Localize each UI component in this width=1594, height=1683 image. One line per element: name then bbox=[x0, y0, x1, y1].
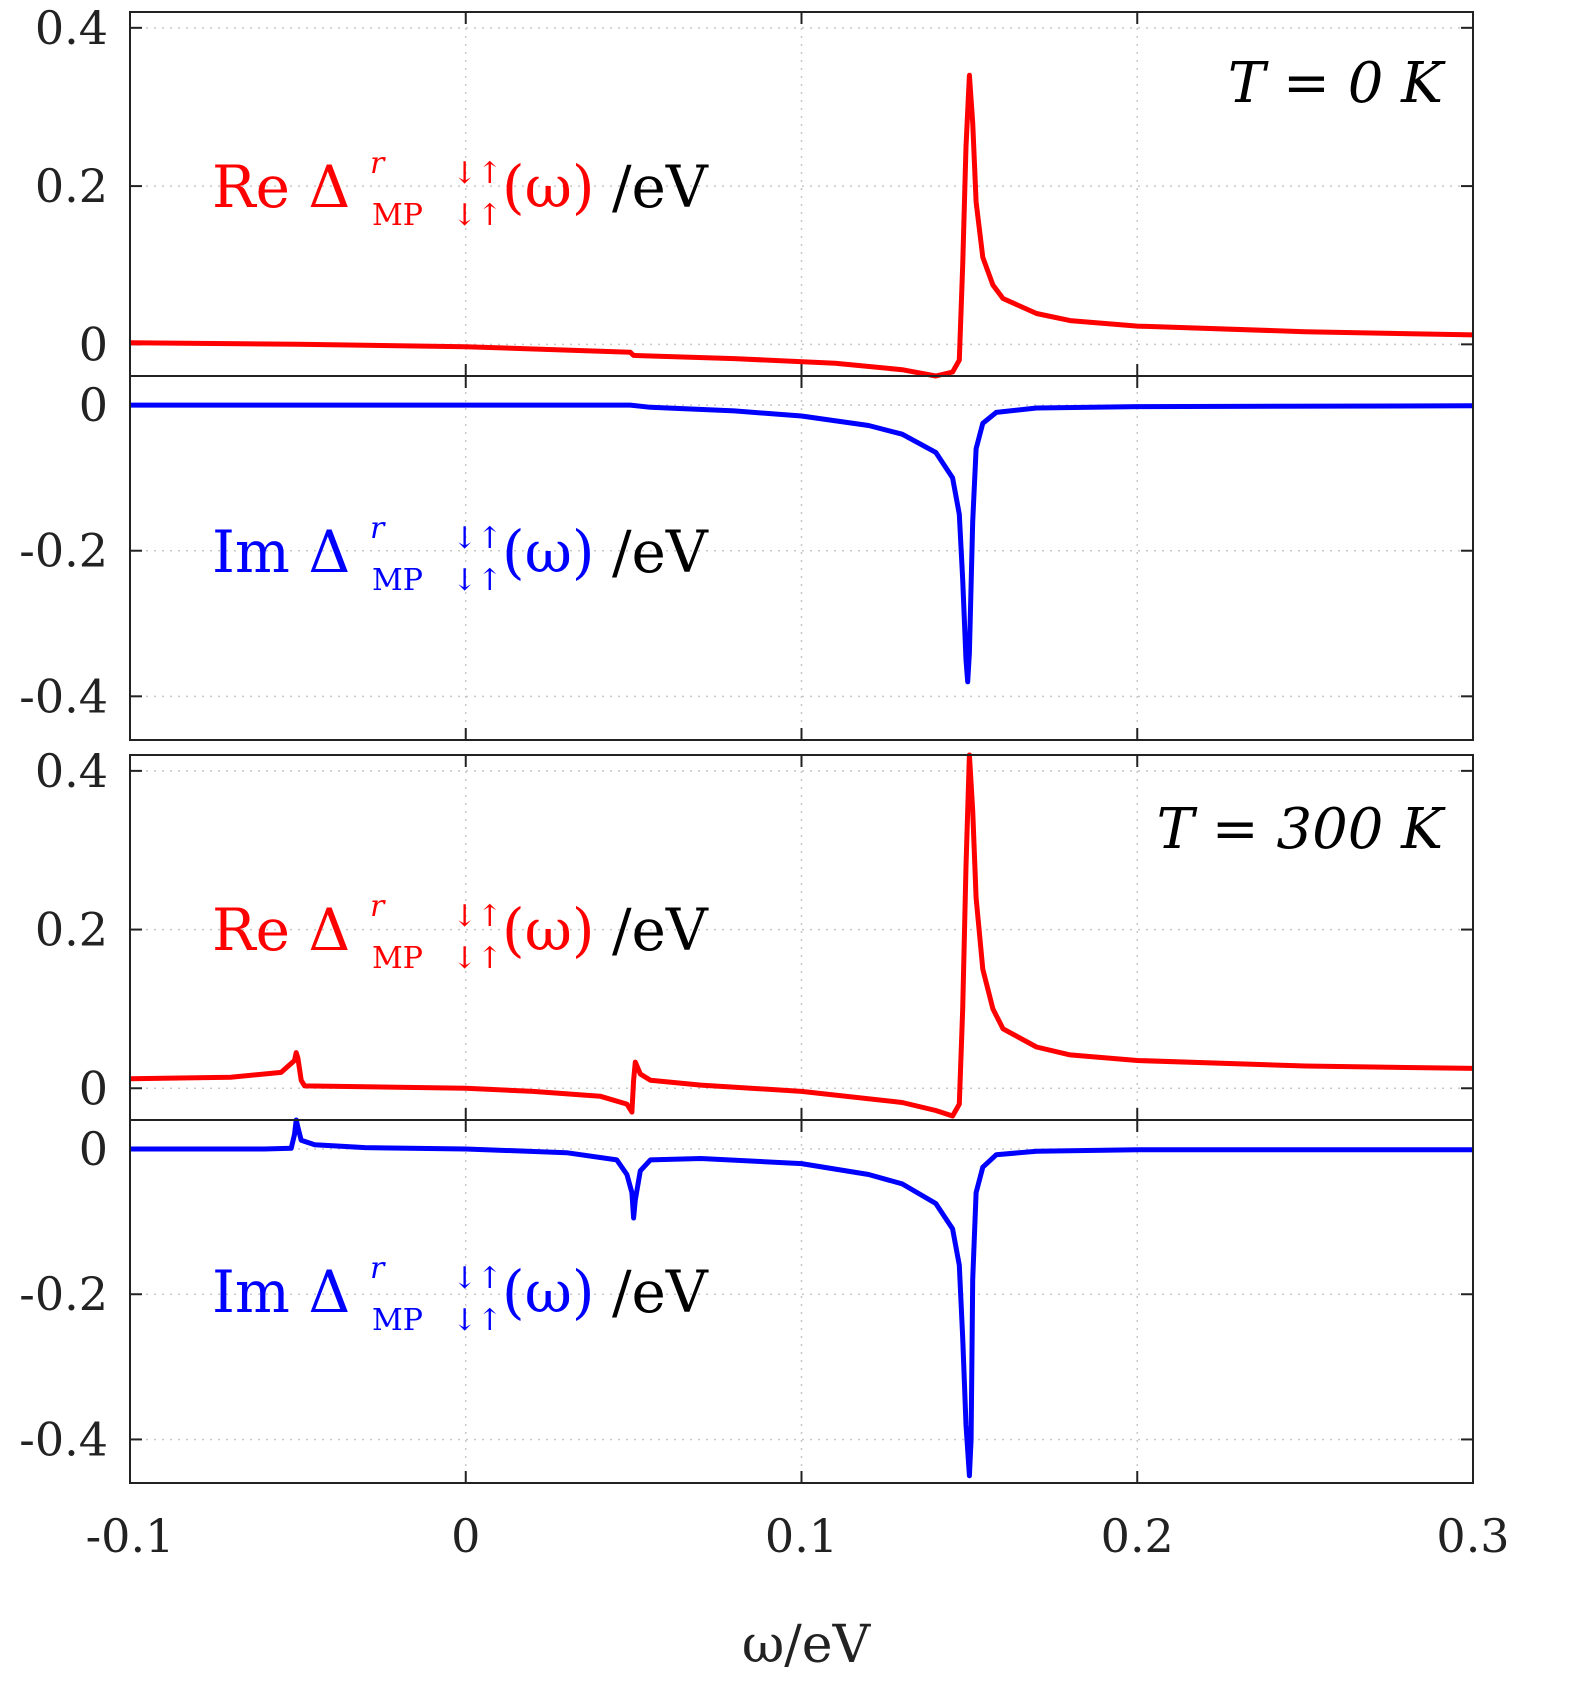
x-tick-label: 0.3 bbox=[1436, 1509, 1509, 1563]
legend-label: Im Δ r MP ↓↑ ↓↑ (ω)/eV bbox=[212, 511, 709, 598]
series-line-T0-im bbox=[130, 402, 1474, 685]
plot-frame bbox=[129, 1119, 1474, 1484]
legend-arg: (ω) bbox=[502, 896, 595, 964]
legend-label: Re Δ r MP ↓↑ ↓↑ (ω)/eV bbox=[212, 146, 709, 233]
legend-unit: /eV bbox=[612, 518, 709, 586]
y-tick-label: -0.4 bbox=[19, 669, 108, 723]
legend-sup: r bbox=[370, 146, 386, 181]
panel-T0-re: 0 0.2 0.4 Re Δ r MP ↓↑ ↓↑ (ω)/eV T = 0 K bbox=[35, 1, 1474, 379]
legend-sub: MP bbox=[372, 941, 423, 976]
legend-prefix: Im Δ bbox=[212, 1258, 350, 1326]
legend-prefix: Re Δ bbox=[212, 896, 350, 964]
x-axis-title: ω/eV bbox=[742, 1615, 872, 1675]
legend-sup: r bbox=[370, 1251, 386, 1286]
y-tick-label: 0.2 bbox=[35, 903, 108, 957]
legend-spin-top: ↓↑ bbox=[452, 521, 502, 556]
y-tick-label: -0.4 bbox=[19, 1412, 108, 1466]
legend-unit: /eV bbox=[612, 153, 709, 221]
y-tick-label: 0 bbox=[79, 378, 108, 432]
temperature-label: T = 0 K bbox=[1228, 51, 1446, 116]
legend-prefix: Im Δ bbox=[212, 518, 350, 586]
x-tick-label: 0 bbox=[451, 1509, 480, 1563]
y-tick-label: 0.4 bbox=[35, 744, 108, 798]
x-tick-label: 0.2 bbox=[1101, 1509, 1174, 1563]
legend-label: Im Δ r MP ↓↑ ↓↑ (ω)/eV bbox=[212, 1251, 709, 1338]
legend-label: Re Δ r MP ↓↑ ↓↑ (ω)/eV bbox=[212, 889, 709, 976]
legend-sup: r bbox=[370, 511, 386, 546]
legend-sup: r bbox=[370, 889, 386, 924]
panel-T300-re: 0 0.2 0.4 Re Δ r MP ↓↑ ↓↑ (ω)/eV T = 300 K bbox=[35, 744, 1474, 1121]
legend-sub: MP bbox=[372, 563, 423, 598]
legend-spin-bottom: ↓↑ bbox=[452, 198, 502, 233]
legend-sub: MP bbox=[372, 198, 423, 233]
legend-spin-top: ↓↑ bbox=[452, 1261, 502, 1296]
temperature-label: T = 300 K bbox=[1157, 797, 1447, 862]
legend-spin-top: ↓↑ bbox=[452, 156, 502, 191]
series-line-T300-re bbox=[129, 752, 1474, 1119]
legend-arg: (ω) bbox=[502, 1258, 595, 1326]
series-line-T0-re bbox=[129, 72, 1474, 379]
y-tick-label: -0.2 bbox=[19, 1267, 108, 1321]
panel-T300-im: -0.4 -0.2 0 Im Δ r MP ↓↑ ↓↑ (ω)/eV bbox=[19, 1117, 1474, 1484]
x-tick-label: 0.1 bbox=[765, 1509, 838, 1563]
legend-arg: (ω) bbox=[502, 518, 595, 586]
legend-unit: /eV bbox=[612, 1258, 709, 1326]
legend-spin-bottom: ↓↑ bbox=[452, 563, 502, 598]
y-tick-label: -0.2 bbox=[19, 524, 108, 578]
legend-spin-top: ↓↑ bbox=[452, 899, 502, 934]
legend-sub: MP bbox=[372, 1303, 423, 1338]
legend-spin-bottom: ↓↑ bbox=[452, 1303, 502, 1338]
plot-frame bbox=[129, 375, 1474, 741]
legend-arg: (ω) bbox=[502, 153, 595, 221]
panel-T0-im: -0.4 -0.2 0 Im Δ r MP ↓↑ ↓↑ (ω)/eV bbox=[19, 375, 1474, 741]
x-axis: ω/eV -0.1 0 0.1 0.2 0.3 bbox=[86, 1509, 1510, 1675]
y-tick-label: 0 bbox=[79, 1122, 108, 1176]
y-tick-label: 0 bbox=[79, 1061, 108, 1115]
y-tick-label: 0 bbox=[79, 317, 108, 371]
series-line-T300-im bbox=[130, 1117, 1473, 1479]
x-tick-label: -0.1 bbox=[86, 1509, 175, 1563]
legend-unit: /eV bbox=[612, 896, 709, 964]
legend-spin-bottom: ↓↑ bbox=[452, 941, 502, 976]
legend-prefix: Re Δ bbox=[212, 153, 350, 221]
y-tick-label: 0.4 bbox=[35, 1, 108, 55]
y-tick-label: 0.2 bbox=[35, 159, 108, 213]
